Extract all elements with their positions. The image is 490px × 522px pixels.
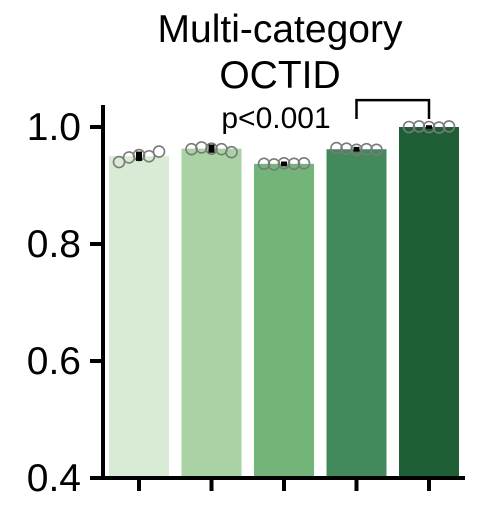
error-bar-1 <box>136 151 142 161</box>
y-tick-label-2: 0.6 <box>27 340 81 383</box>
data-point-2-2 <box>195 141 208 154</box>
data-point-3-5 <box>297 156 311 170</box>
data-point-3-4 <box>287 157 301 171</box>
error-bar-4 <box>353 146 360 152</box>
data-point-4-2 <box>340 142 353 155</box>
data-point-5-5 <box>442 120 456 133</box>
data-point-3-2 <box>267 158 281 171</box>
y-tick-label-1: 0.4 <box>27 457 81 500</box>
bars-layer <box>109 127 459 479</box>
y-tick-label-4: 1.0 <box>27 106 81 149</box>
data-point-1-5 <box>152 145 166 158</box>
chart-title-line-1: Multi-category <box>158 8 403 51</box>
data-point-5-4 <box>432 121 446 134</box>
data-point-1-1 <box>112 155 126 169</box>
significance-bracket <box>355 98 431 119</box>
data-point-2-5 <box>225 145 238 159</box>
error-bar-2 <box>208 144 215 153</box>
error-bar-3 <box>281 161 287 167</box>
error-bars-layer <box>136 125 432 167</box>
error-bar-5 <box>426 125 432 129</box>
bar-1 <box>109 156 169 478</box>
data-point-4-5 <box>370 143 383 157</box>
significance-annotation: p<0.001 <box>221 98 431 135</box>
data-point-5-3 <box>422 120 436 134</box>
data-point-5-1 <box>402 120 416 134</box>
points-layer <box>112 120 456 171</box>
data-point-5-2 <box>412 120 426 133</box>
y-tick-label-3: 0.8 <box>27 223 81 266</box>
data-point-1-4 <box>142 149 156 163</box>
bar-5 <box>399 127 459 478</box>
bar-3 <box>254 163 314 479</box>
data-point-2-3 <box>205 142 218 155</box>
p-value-label: p<0.001 <box>221 102 330 135</box>
data-point-3-3 <box>277 156 291 170</box>
bar-2 <box>181 148 242 478</box>
data-point-4-1 <box>330 141 343 155</box>
data-point-3-1 <box>257 157 271 171</box>
axes: 0.4 0.6 0.8 1.0 <box>27 105 465 500</box>
bar-4 <box>326 149 387 479</box>
data-point-4-4 <box>360 142 373 156</box>
data-point-4-3 <box>350 143 363 157</box>
chart-title-line-2: OCTID <box>219 54 340 97</box>
